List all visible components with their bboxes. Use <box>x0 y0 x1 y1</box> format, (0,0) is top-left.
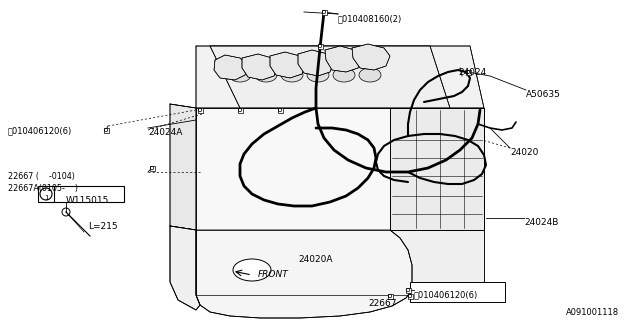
Polygon shape <box>196 46 484 108</box>
Ellipse shape <box>333 68 355 82</box>
Polygon shape <box>242 54 278 80</box>
Polygon shape <box>196 108 484 230</box>
Text: 24020: 24020 <box>510 148 538 157</box>
Bar <box>237 108 243 113</box>
Text: Ⓑ010406120(6): Ⓑ010406120(6) <box>8 126 72 135</box>
Bar <box>104 127 109 132</box>
Polygon shape <box>210 46 450 108</box>
Text: A091001118: A091001118 <box>566 308 619 317</box>
Polygon shape <box>270 52 306 78</box>
Bar <box>406 287 410 292</box>
Bar <box>387 293 392 299</box>
Bar <box>408 293 413 299</box>
Text: FRONT: FRONT <box>258 270 289 279</box>
Ellipse shape <box>359 68 381 82</box>
Polygon shape <box>298 50 334 76</box>
Bar <box>198 108 202 113</box>
Polygon shape <box>170 104 196 230</box>
Text: W115015: W115015 <box>66 196 109 205</box>
Ellipse shape <box>307 68 329 82</box>
Polygon shape <box>170 226 200 310</box>
Text: Ⓑ010408160(2): Ⓑ010408160(2) <box>338 14 403 23</box>
Ellipse shape <box>281 68 303 82</box>
Text: 24024A: 24024A <box>148 128 182 137</box>
Bar <box>278 108 282 113</box>
Bar <box>317 44 323 49</box>
Text: A50635: A50635 <box>526 90 561 99</box>
Polygon shape <box>352 44 390 70</box>
Ellipse shape <box>233 259 271 281</box>
Text: L=215: L=215 <box>88 222 118 231</box>
Ellipse shape <box>255 68 277 82</box>
Polygon shape <box>214 55 248 80</box>
Polygon shape <box>196 230 412 318</box>
Text: 24024B: 24024B <box>524 218 558 227</box>
Text: 24020A: 24020A <box>298 255 333 264</box>
Bar <box>321 10 326 14</box>
Text: 24024: 24024 <box>458 68 486 77</box>
Text: 22667A(0105-    ): 22667A(0105- ) <box>8 184 78 193</box>
Text: 22667 (    -0104): 22667 ( -0104) <box>8 172 75 181</box>
Bar <box>38 186 54 202</box>
Polygon shape <box>325 46 362 72</box>
Polygon shape <box>390 108 484 230</box>
Text: 1: 1 <box>44 195 48 201</box>
Bar <box>150 165 154 171</box>
Polygon shape <box>196 230 484 295</box>
Bar <box>410 282 505 302</box>
Text: 22667: 22667 <box>368 299 397 308</box>
Ellipse shape <box>229 68 251 82</box>
Text: Ⓑ010406120(6): Ⓑ010406120(6) <box>414 290 478 299</box>
Bar <box>465 69 470 75</box>
Bar <box>52 186 124 202</box>
